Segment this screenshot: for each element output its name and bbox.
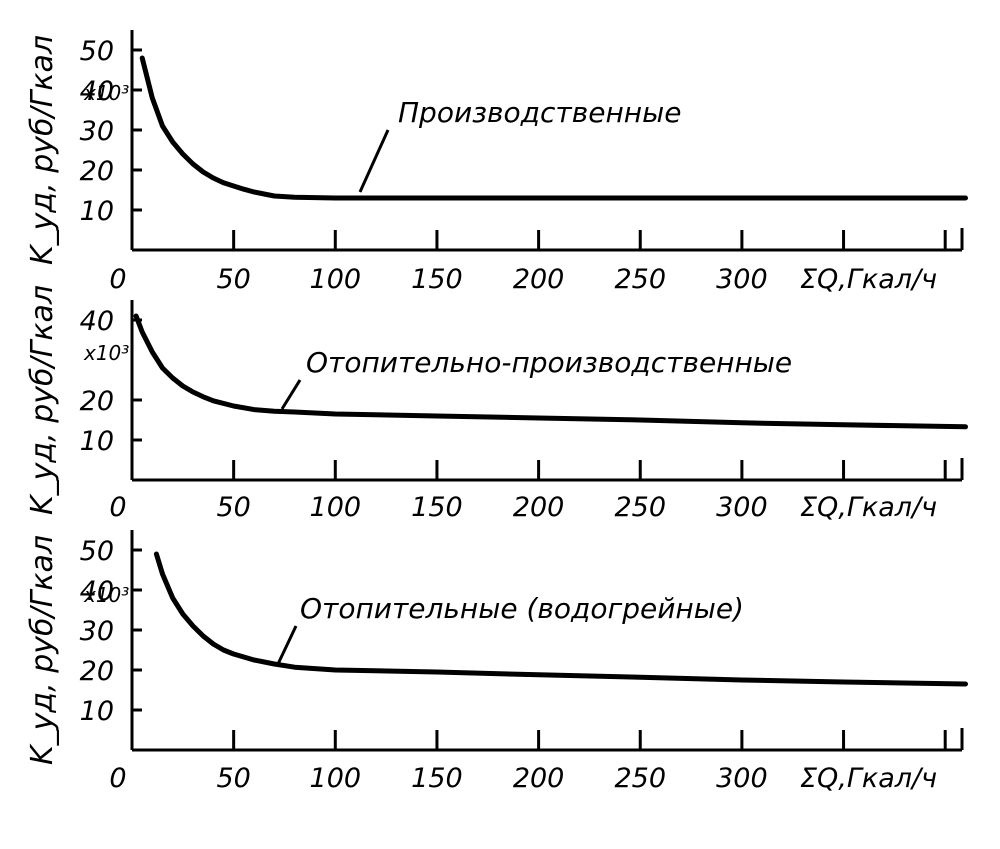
curve-label: Отопительные (водогрейные) [300, 592, 744, 625]
x-tick-label: 50 [216, 763, 250, 794]
x-tick-label: 250 [614, 264, 666, 295]
x-tick-label: 0 [109, 492, 126, 523]
y-tick-label: 30 [80, 616, 114, 647]
y-multiplier-label: x10³ [83, 583, 129, 607]
x-tick-label: 300 [716, 492, 768, 523]
x-tick-label: 0 [109, 264, 126, 295]
y-tick-label: 50 [80, 36, 114, 67]
x-tick-label: 250 [614, 492, 666, 523]
y-tick-label: 40 [80, 306, 114, 337]
chart-panel: 0 50 100 150 200 250 300 ΣQ,Гкал/ч 10 20 30 40 50 x10… [25, 530, 968, 794]
x-tick-label: 200 [513, 492, 565, 523]
y-tick-label: 20 [80, 156, 114, 187]
x-tick-label: 250 [614, 763, 666, 794]
x-tick-label: 50 [216, 264, 250, 295]
y-tick-label: 10 [80, 696, 114, 727]
curve-label-leader [280, 379, 302, 410]
chart-panel: 0 50 100 150 200 250 300 ΣQ,Гкал/ч 10 20 40 x10³ K_у… [25, 285, 968, 523]
x-tick-label: 0 [109, 763, 126, 794]
curve-label: Отопительно-производственные [306, 346, 792, 379]
y-multiplier-label: x10³ [83, 81, 129, 105]
y-tick-label: 10 [80, 196, 114, 227]
y-axis-label: K_уд, руб/Гкал [25, 35, 60, 265]
x-tick-label: 150 [411, 763, 463, 794]
x-tick-label: 50 [216, 492, 250, 523]
x-axis-label: ΣQ,Гкал/ч [800, 492, 937, 523]
x-tick-label: 300 [716, 763, 768, 794]
y-tick-label: 10 [80, 426, 114, 457]
x-tick-label: 300 [716, 264, 768, 295]
x-tick-label: 150 [411, 492, 463, 523]
x-tick-label: 100 [310, 492, 362, 523]
x-tick-label: 150 [411, 264, 463, 295]
y-tick-label: 30 [80, 116, 114, 147]
y-tick-label: 20 [80, 386, 114, 417]
series-line [139, 55, 968, 201]
x-tick-label: 100 [310, 264, 362, 295]
x-tick-label: 200 [513, 264, 565, 295]
x-tick-label: 200 [513, 763, 565, 794]
y-multiplier-label: x10³ [83, 341, 129, 365]
chart-panel: 0 50 100 150 200 250 300 ΣQ,Гкал/ч 10 20 30 40 50 x10… [25, 30, 968, 295]
x-axis-label: ΣQ,Гкал/ч [800, 264, 937, 295]
chart-panels: 0 50 100 150 200 250 300 ΣQ,Гкал/ч1020304050x10… [25, 30, 968, 794]
x-tick-label: 100 [310, 763, 362, 794]
y-tick-label: 40 [80, 76, 114, 107]
y-tick-label: 40 [80, 576, 114, 607]
y-tick-label: 20 [80, 656, 114, 687]
curve-label-leader [358, 129, 390, 193]
y-tick-label: 50 [80, 536, 114, 567]
curve-label-leader [276, 625, 298, 665]
series-line [133, 313, 968, 430]
curve-label: Производственные [398, 96, 681, 129]
y-axis-label: K_уд, руб/Гкал [25, 535, 60, 765]
x-axis-label: ΣQ,Гкал/ч [800, 763, 937, 794]
y-axis-label: K_уд, руб/Гкал [25, 285, 60, 515]
series-line [153, 551, 968, 687]
